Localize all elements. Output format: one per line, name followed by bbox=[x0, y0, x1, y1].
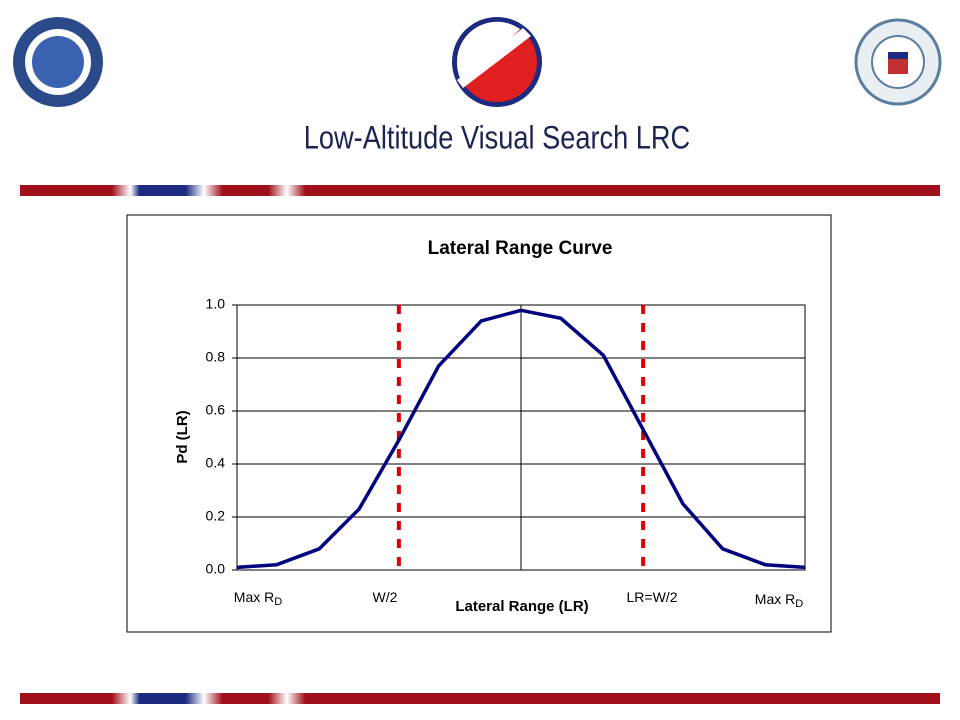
divider bbox=[20, 693, 940, 704]
annotation-text: Max R bbox=[234, 589, 274, 605]
annotation-text: W/2 bbox=[373, 589, 398, 605]
x-annotation: Max RD bbox=[234, 589, 282, 608]
x-axis-label: Lateral Range (LR) bbox=[455, 598, 588, 615]
annotation-subscript: D bbox=[795, 598, 803, 610]
x-annotation: W/2 bbox=[373, 589, 398, 605]
annotation-subscript: D bbox=[274, 596, 282, 608]
y-tick-label: 0.8 bbox=[206, 349, 226, 365]
y-tick-label: 0.2 bbox=[206, 508, 226, 524]
series-line bbox=[236, 308, 806, 570]
y-tick-label: 0.4 bbox=[206, 455, 226, 471]
x-annotation: LR=W/2 bbox=[627, 589, 678, 605]
annotation-text: LR=W/2 bbox=[627, 589, 678, 605]
annotation-text: Max R bbox=[755, 591, 795, 607]
chart-frame bbox=[126, 214, 832, 633]
y-tick-label: 0.0 bbox=[206, 561, 226, 577]
slide-title: Low-Altitude Visual Search LRC bbox=[304, 120, 690, 156]
x-annotation: Max RD bbox=[755, 591, 803, 610]
rdc-logo bbox=[452, 17, 542, 107]
uscg-logo bbox=[854, 18, 942, 106]
chart-title: Lateral Range Curve bbox=[428, 238, 613, 259]
divider bbox=[20, 185, 940, 196]
y-axis-label: Pd (LR) bbox=[174, 410, 191, 463]
dhs-logo bbox=[13, 17, 103, 107]
y-tick-label: 0.6 bbox=[206, 402, 226, 418]
y-tick-label: 1.0 bbox=[206, 296, 226, 312]
